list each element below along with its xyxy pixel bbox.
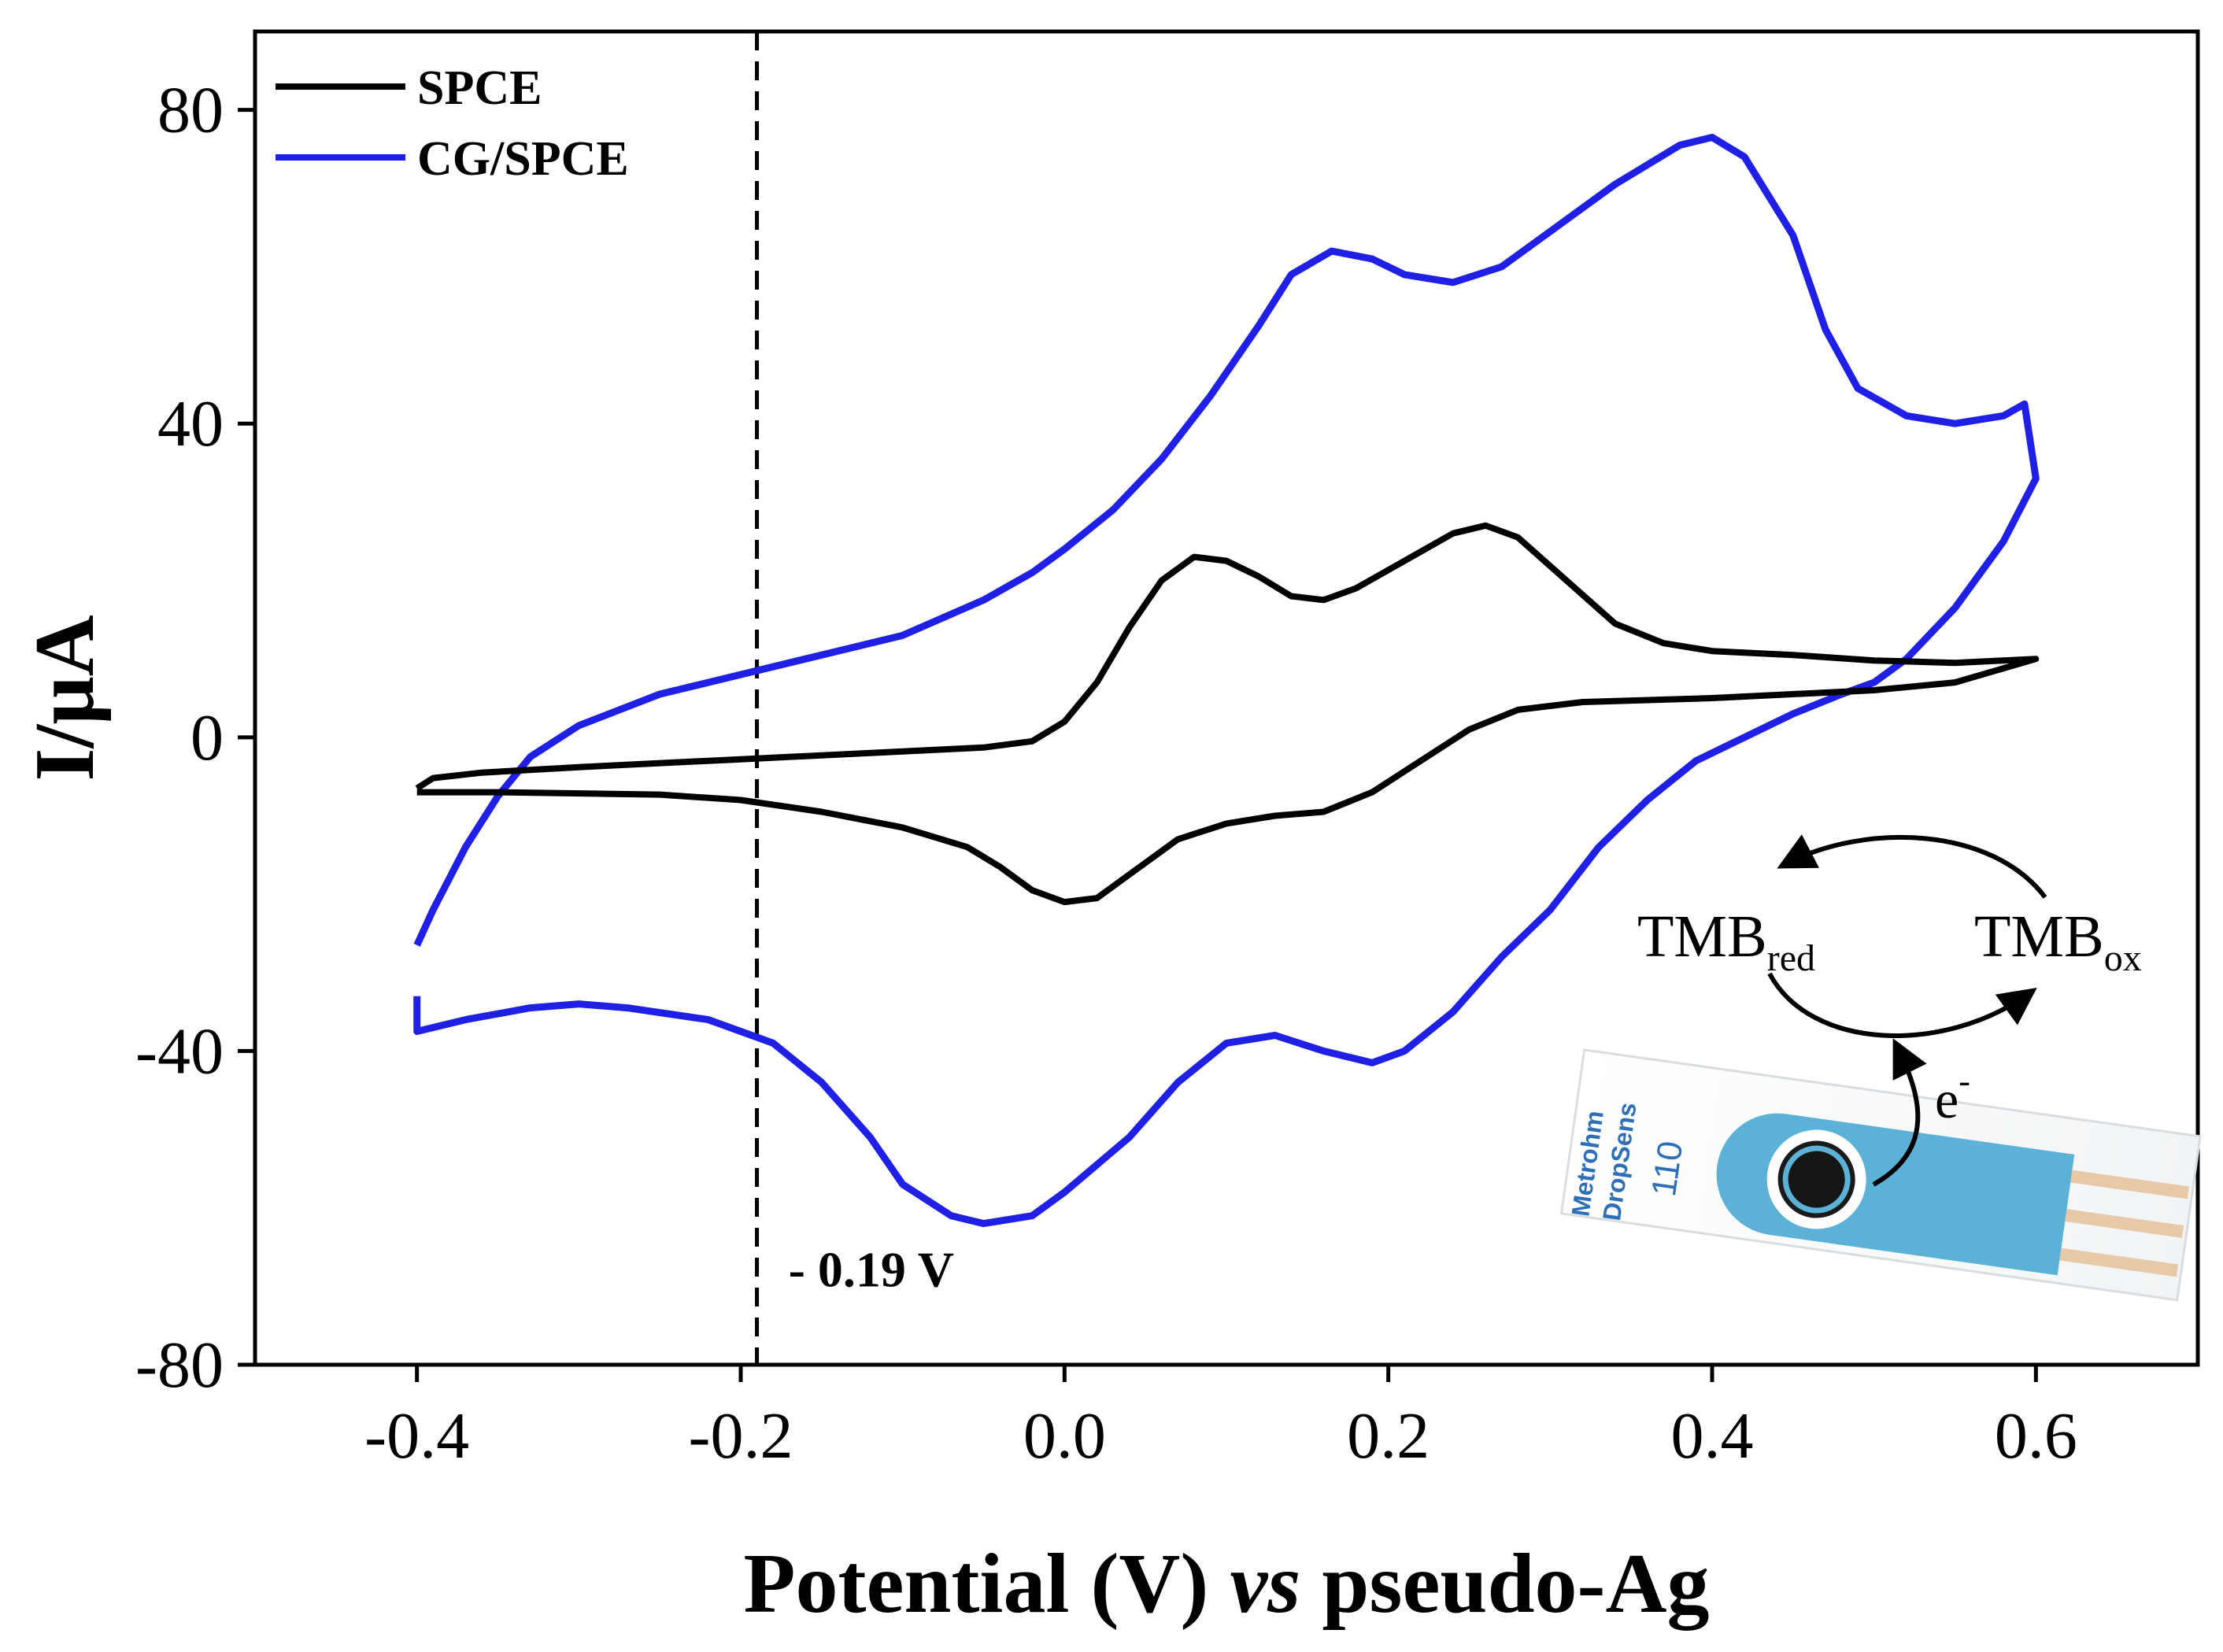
y-axis-title: I/μA bbox=[18, 615, 112, 781]
electron-label: e- bbox=[1935, 1062, 1970, 1129]
legend-label-spce: SPCE bbox=[417, 61, 542, 115]
x-tick-label: 0.4 bbox=[1671, 1399, 1754, 1473]
counter-electrode-ring bbox=[1766, 1129, 1866, 1229]
series-line-spce bbox=[415, 522, 2040, 906]
x-tick-label: 0.2 bbox=[1347, 1399, 1430, 1473]
working-electrode bbox=[1788, 1151, 1845, 1208]
x-tick-label: 0.0 bbox=[1023, 1399, 1106, 1473]
electron-transfer-arrow bbox=[1872, 1038, 1927, 1187]
x-tick-label: -0.2 bbox=[689, 1399, 793, 1473]
electrode-contact-2 bbox=[2065, 1209, 2184, 1238]
y-tick-label: 40 bbox=[157, 387, 224, 460]
y-axis-ticks: 80 40 0 -40 -80 bbox=[135, 74, 255, 1402]
series-line-cg-spce bbox=[413, 134, 2040, 1228]
redox-scheme-inset: TMBred TMBox Metrohm DropSens 110 e- bbox=[1559, 834, 2202, 1302]
x-tick-label: -0.4 bbox=[364, 1399, 469, 1473]
x-axis-ticks: -0.4 -0.2 0.0 0.2 0.4 0.6 bbox=[364, 1365, 2077, 1473]
arrow-reduced-to-oxidized bbox=[1767, 972, 2037, 1038]
arrow-oxidized-to-reduced bbox=[1777, 834, 2047, 899]
legend: SPCE CG/SPCE bbox=[276, 61, 629, 186]
electrode-strip: Metrohm DropSens 110 bbox=[1559, 1048, 2202, 1302]
counter-electrode-ring-inner bbox=[1777, 1140, 1855, 1218]
strip-model-label: 110 bbox=[1644, 1139, 1690, 1199]
reference-line-label: - 0.19 V bbox=[789, 1241, 954, 1297]
tmb-oxidized-label: TMBox bbox=[1974, 904, 2142, 979]
y-tick-label: 80 bbox=[157, 74, 224, 147]
x-axis-title: Potential (V) vs pseudo-Ag bbox=[744, 1537, 1710, 1631]
electrode-contact-3 bbox=[2059, 1247, 2179, 1277]
tmb-reduced-label: TMBred bbox=[1637, 904, 1815, 979]
y-tick-label: -80 bbox=[135, 1329, 224, 1402]
electrode-contact-1 bbox=[2070, 1170, 2190, 1199]
legend-label-cg-spce: CG/SPCE bbox=[417, 132, 629, 186]
x-tick-label: 0.6 bbox=[1995, 1399, 2077, 1473]
plot-frame bbox=[253, 29, 2200, 1367]
y-tick-label: -40 bbox=[135, 1014, 224, 1088]
y-tick-label: 0 bbox=[190, 701, 224, 774]
